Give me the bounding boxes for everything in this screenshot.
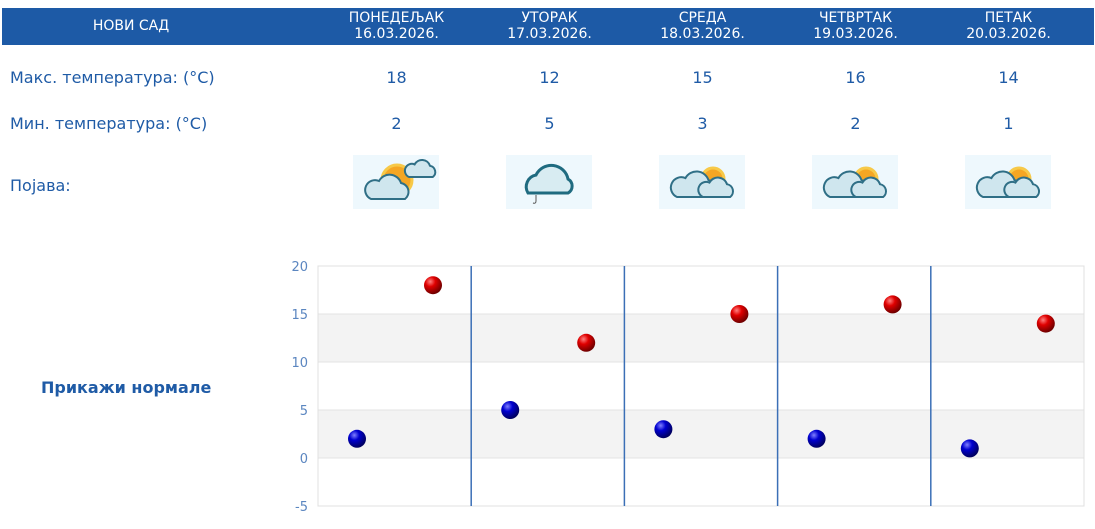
y-tick-label: 5 xyxy=(300,404,308,419)
max-temp-value: 16 xyxy=(845,68,866,87)
day-name: ПЕТАК xyxy=(984,10,1033,26)
max-temp-point xyxy=(1036,314,1055,333)
day-name: УТОРАК xyxy=(521,10,578,26)
show-normals-link[interactable]: Прикажи нормале xyxy=(41,378,212,397)
city-name: НОВИ САД xyxy=(92,18,170,34)
temperature-chart: 20 15 10 5 0 -5 xyxy=(291,260,1085,515)
cloud-drizzle-icon xyxy=(506,155,592,209)
y-tick-label: -5 xyxy=(295,500,308,515)
max-temp-point xyxy=(883,295,902,314)
cloud-sun-icon xyxy=(965,155,1051,209)
plot-band xyxy=(318,410,1084,458)
day-name: ПОНЕДЕЉАК xyxy=(348,10,445,26)
min-temp-value: 2 xyxy=(850,114,861,133)
phenomenon-label: Појава: xyxy=(10,176,71,195)
day-name: СРЕДА xyxy=(678,10,727,26)
max-temp-point xyxy=(730,305,749,323)
min-temp-point xyxy=(807,429,826,448)
y-tick-label: 20 xyxy=(291,260,308,275)
max-temp-point xyxy=(424,276,442,295)
plot-band xyxy=(318,314,1084,362)
cloud-sun-icon xyxy=(659,155,745,209)
max-temp-value: 18 xyxy=(386,68,407,87)
day-date: 19.03.2026. xyxy=(813,26,898,42)
day-header: СРЕДА 18.03.2026. xyxy=(626,10,779,42)
day-name: ЧЕТВРТАК xyxy=(818,10,893,26)
y-tick-label: 10 xyxy=(291,356,308,371)
day-header: УТОРАК 17.03.2026. xyxy=(473,10,626,42)
min-temp-value: 1 xyxy=(1003,114,1014,133)
plot-border xyxy=(317,265,1085,507)
max-temp-label: Макс. температура: (°C) xyxy=(10,68,215,87)
max-temp-value: 15 xyxy=(692,68,713,87)
y-tick-label: 0 xyxy=(300,452,308,467)
min-temp-value: 3 xyxy=(697,114,708,133)
y-tick-label: 15 xyxy=(291,308,308,323)
day-date: 20.03.2026. xyxy=(966,26,1051,42)
day-header: ПЕТАК 20.03.2026. xyxy=(932,10,1085,42)
min-temp-point xyxy=(501,401,520,419)
day-header: ЧЕТВРТАК 19.03.2026. xyxy=(779,10,932,42)
max-temp-value: 12 xyxy=(539,68,560,87)
max-temp-value: 14 xyxy=(998,68,1019,87)
max-temp-point xyxy=(577,333,596,352)
min-temp-value: 2 xyxy=(391,114,402,133)
min-temp-point xyxy=(960,439,979,458)
min-temp-point xyxy=(654,420,673,439)
min-temp-label: Мин. температура: (°C) xyxy=(10,114,208,133)
day-date: 18.03.2026. xyxy=(660,26,745,42)
min-temp-value: 5 xyxy=(544,114,555,133)
cloud-sun-icon xyxy=(812,155,898,209)
sun-cloud-icon xyxy=(353,155,439,209)
day-date: 17.03.2026. xyxy=(507,26,592,42)
min-temp-point xyxy=(348,429,366,448)
day-header: ПОНЕДЕЉАК 16.03.2026. xyxy=(320,10,473,42)
day-date: 16.03.2026. xyxy=(354,26,439,42)
forecast-header: НОВИ САД ПОНЕДЕЉАК 16.03.2026. УТОРАК 17.03… xyxy=(2,8,1094,45)
